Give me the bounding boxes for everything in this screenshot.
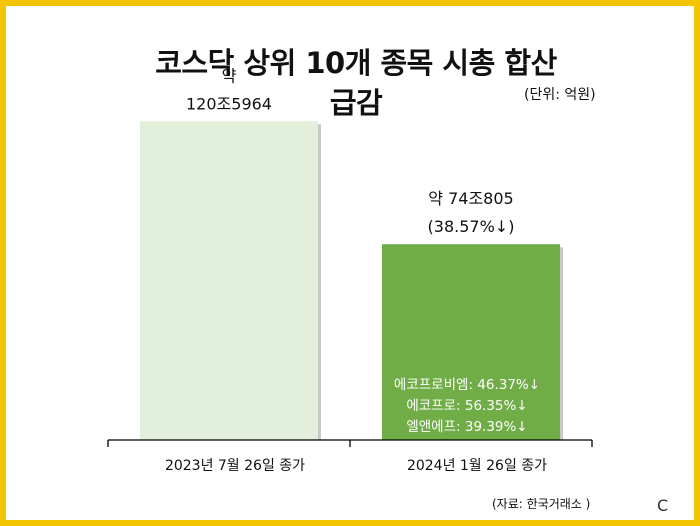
bar-2 [382, 244, 560, 440]
source-label: (자료: 한국거래소 ) [492, 497, 591, 511]
bar-value-label: 120조5964 [186, 94, 272, 113]
bar-1 [140, 121, 318, 440]
bar-annotation: 엘앤에프: 39.39%↓ [406, 419, 527, 435]
chart-title-line-2: 급감 [329, 86, 383, 120]
bar-annotation: 에코프로: 56.35%↓ [406, 398, 527, 414]
bar-value-label: 약 74조805 [428, 189, 513, 208]
bar-value-label: (38.57%↓) [428, 217, 515, 236]
x-tick-label: 2023년 7월 26일 종가 [165, 458, 305, 474]
bar-annotation: 에코프로비엠: 46.37%↓ [394, 377, 540, 393]
unit-label: (단위: 억원) [524, 87, 596, 103]
chart-title-line-1: 코스닥 상위 10개 종목 시총 합산 [155, 46, 557, 80]
corner-mark: C [657, 496, 669, 515]
x-tick-label: 2024년 1월 26일 종가 [407, 458, 547, 474]
bar-value-label: 약 [222, 66, 237, 85]
